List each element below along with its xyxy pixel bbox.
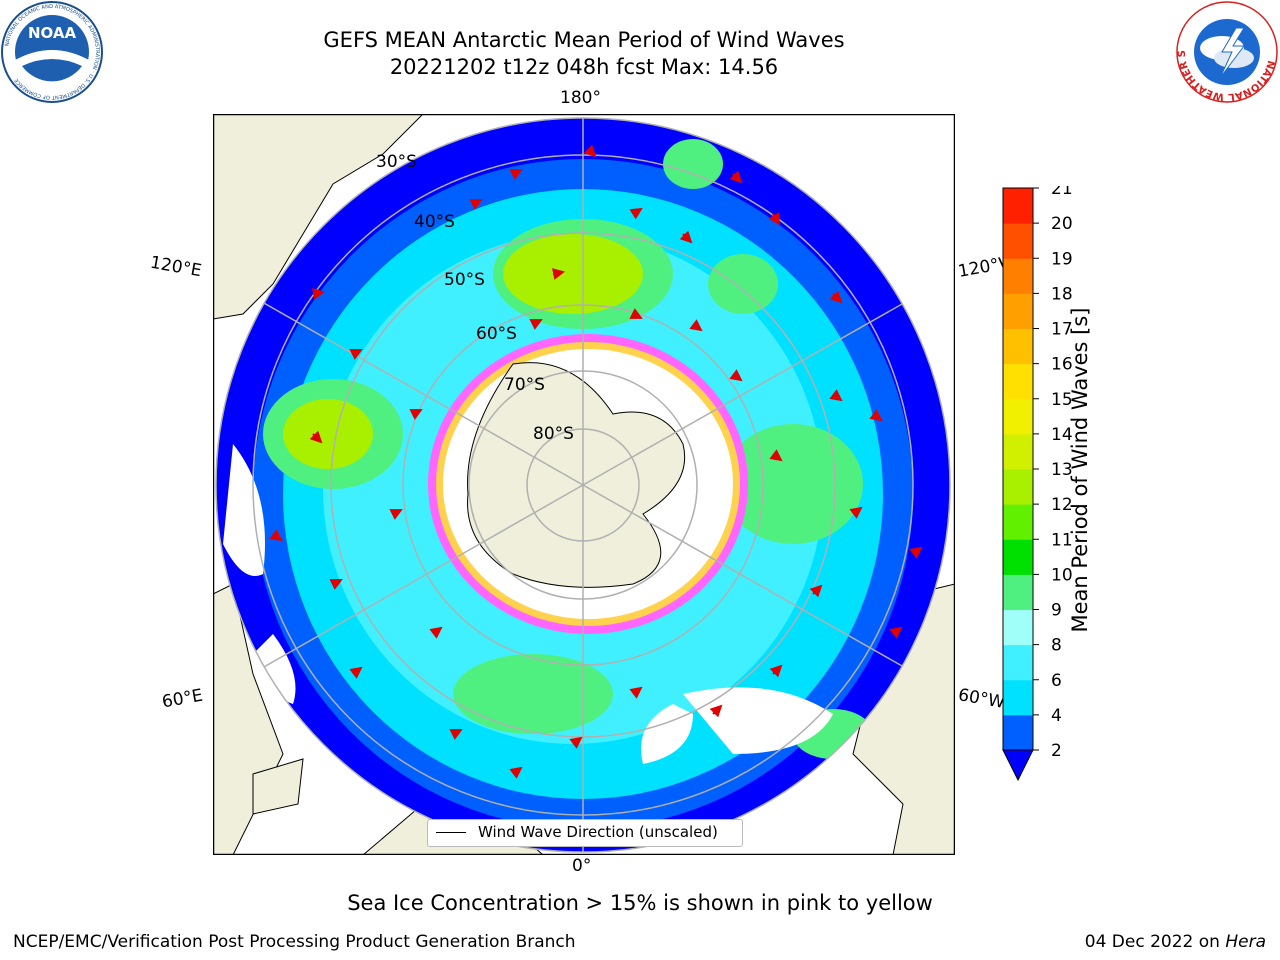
footer-host: Hera xyxy=(1225,932,1266,952)
colorbar-bin xyxy=(1003,363,1033,400)
footer-credit: NCEP/EMC/Verification Post Processing Pr… xyxy=(13,932,576,952)
lat-label-60s: 60°S xyxy=(476,324,517,344)
colorbar-label: Mean Period of Wind Waves [s] xyxy=(1068,307,1092,633)
colorbar-tick-label: 9 xyxy=(1051,601,1062,621)
lat-label-80s: 80°S xyxy=(533,424,574,444)
footer-date-text: 04 Dec 2022 on xyxy=(1084,932,1226,952)
colorbar-tick-label: 8 xyxy=(1051,636,1062,656)
lat-label-50s: 50°S xyxy=(444,270,485,290)
noaa-logo-text: NOAA xyxy=(28,24,77,42)
colorbar-bin xyxy=(1003,644,1033,681)
colorbar-bin xyxy=(1003,223,1033,259)
colorbar-bin xyxy=(1003,398,1033,435)
colorbar-tick-label: 21 xyxy=(1051,186,1073,199)
colorbar-tick-label: 20 xyxy=(1051,214,1073,234)
polar-map xyxy=(213,114,955,855)
colorbar-tick-label: 11 xyxy=(1051,530,1073,550)
lon-label-180: 180° xyxy=(560,88,601,108)
colorbar-bin xyxy=(1003,539,1033,575)
colorbar-bin xyxy=(1003,504,1033,540)
colorbar-tick-label: 4 xyxy=(1051,706,1062,726)
lat-label-70s: 70°S xyxy=(504,375,545,395)
sea-ice-caption: Sea Ice Concentration > 15% is shown in … xyxy=(347,891,933,915)
colorbar-tick-label: 6 xyxy=(1051,671,1062,691)
lon-label-60e: 60°E xyxy=(160,685,205,713)
colorbar-bin xyxy=(1003,574,1033,610)
nws-logo-icon: NATIONAL WEATHER SERVICE xyxy=(1174,0,1278,103)
lat-label-30s: 30°S xyxy=(376,152,417,172)
colorbar-bin xyxy=(1003,328,1033,365)
colorbar-bin xyxy=(1003,258,1033,294)
colorbar: 2 4 6 8 9 10 11 12 13 14 15 16 17 18 19 20 21 xyxy=(1002,186,1073,782)
lon-label-120e: 120°E xyxy=(148,252,204,282)
colorbar-tick-label: 13 xyxy=(1051,460,1073,480)
colorbar-bin xyxy=(1003,609,1033,646)
chart-title: GEFS MEAN Antarctic Mean Period of Wind … xyxy=(323,28,845,52)
colorbar-tick-label: 10 xyxy=(1051,565,1073,585)
colorbar-tick-label: 18 xyxy=(1051,284,1073,304)
lon-label-60w: 60°W xyxy=(956,685,1007,713)
colorbar-bin xyxy=(1003,679,1033,716)
legend-line-swatch xyxy=(436,832,466,833)
noaa-logo-icon: NOAA NATIONAL OCEANIC AND ATMOSPHERIC AD… xyxy=(1,1,103,103)
lat-label-40s: 40°S xyxy=(414,212,455,232)
chart-subtitle: 20221202 t12z 048h fcst Max: 14.56 xyxy=(389,55,779,79)
colorbar-bin xyxy=(1003,293,1033,329)
colorbar-tick-label: 16 xyxy=(1051,355,1073,375)
colorbar-bin xyxy=(1003,188,1033,224)
lon-label-0: 0° xyxy=(572,856,592,876)
colorbar-tick-label: 19 xyxy=(1051,249,1073,269)
colorbar-bin xyxy=(1003,469,1033,505)
legend-text: Wind Wave Direction (unscaled) xyxy=(478,823,718,841)
colorbar-tick-label: 15 xyxy=(1051,390,1073,410)
colorbar-tick-label: 2 xyxy=(1051,741,1062,761)
footer-date: 04 Dec 2022 on Hera xyxy=(1085,932,1266,952)
colorbar-bin xyxy=(1003,714,1033,751)
colorbar-tick-label: 17 xyxy=(1051,320,1073,340)
colorbar-tick-label: 12 xyxy=(1051,495,1073,515)
map-frame xyxy=(213,114,955,855)
graticule xyxy=(216,118,950,852)
wave-direction-arrows xyxy=(269,144,923,779)
colorbar-bin xyxy=(1003,433,1033,470)
map-legend: Wind Wave Direction (unscaled) xyxy=(427,819,743,847)
colorbar-under-extension xyxy=(1002,749,1034,782)
colorbar-tick-label: 14 xyxy=(1051,425,1073,445)
